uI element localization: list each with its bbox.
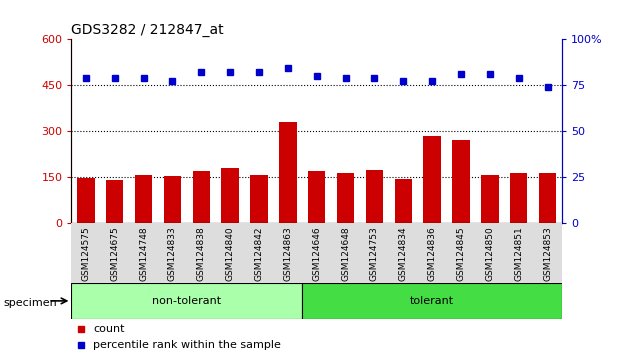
Bar bbox=[510, 173, 527, 223]
Text: GSM124853: GSM124853 bbox=[543, 226, 552, 281]
Text: GDS3282 / 212847_at: GDS3282 / 212847_at bbox=[71, 23, 224, 36]
Bar bbox=[337, 173, 354, 223]
Bar bbox=[77, 178, 94, 223]
Text: percentile rank within the sample: percentile rank within the sample bbox=[94, 340, 281, 350]
Text: GSM124840: GSM124840 bbox=[225, 226, 235, 281]
Bar bbox=[279, 122, 296, 223]
Bar bbox=[164, 176, 181, 223]
Text: count: count bbox=[94, 324, 125, 334]
Bar bbox=[193, 171, 210, 223]
Bar bbox=[539, 173, 556, 223]
Bar bbox=[106, 180, 124, 223]
Bar bbox=[481, 176, 499, 223]
Bar bbox=[135, 175, 152, 223]
Text: GSM124748: GSM124748 bbox=[139, 226, 148, 281]
Bar bbox=[222, 168, 239, 223]
Text: tolerant: tolerant bbox=[410, 296, 454, 306]
Text: GSM124833: GSM124833 bbox=[168, 226, 177, 281]
Text: GSM124675: GSM124675 bbox=[110, 226, 119, 281]
Bar bbox=[394, 178, 412, 223]
Text: specimen: specimen bbox=[3, 298, 57, 308]
Text: GSM124842: GSM124842 bbox=[255, 226, 263, 280]
Bar bbox=[250, 176, 268, 223]
Text: non-tolerant: non-tolerant bbox=[152, 296, 222, 306]
Text: GSM124851: GSM124851 bbox=[514, 226, 524, 281]
Text: GSM124850: GSM124850 bbox=[486, 226, 494, 281]
Text: GSM124646: GSM124646 bbox=[312, 226, 321, 281]
Text: GSM124575: GSM124575 bbox=[81, 226, 90, 281]
Text: GSM124845: GSM124845 bbox=[456, 226, 466, 281]
Bar bbox=[302, 283, 562, 319]
Bar bbox=[71, 283, 302, 319]
Text: GSM124836: GSM124836 bbox=[428, 226, 437, 281]
Text: GSM124838: GSM124838 bbox=[197, 226, 206, 281]
Bar bbox=[308, 171, 325, 223]
Text: GSM124648: GSM124648 bbox=[341, 226, 350, 281]
Bar bbox=[424, 136, 441, 223]
Text: GSM124753: GSM124753 bbox=[370, 226, 379, 281]
Bar bbox=[452, 140, 469, 223]
Text: GSM124863: GSM124863 bbox=[283, 226, 292, 281]
Text: GSM124834: GSM124834 bbox=[399, 226, 408, 281]
Bar bbox=[366, 170, 383, 223]
